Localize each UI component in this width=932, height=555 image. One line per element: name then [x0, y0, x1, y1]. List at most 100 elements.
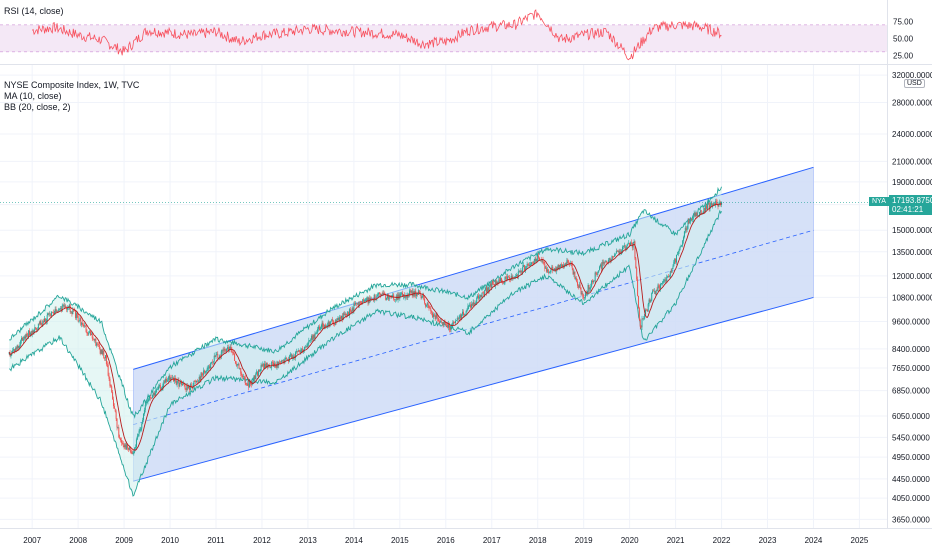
candle: [538, 253, 540, 261]
candle-body: [405, 295, 407, 297]
candle-body: [675, 259, 677, 263]
candle-body: [241, 373, 243, 376]
candle-body: [654, 291, 656, 295]
candle: [274, 361, 276, 368]
candle-body: [316, 332, 318, 334]
candle: [181, 379, 183, 387]
candle-body: [332, 319, 334, 322]
ma-legend[interactable]: MA (10, close): [4, 91, 62, 101]
candle-body: [107, 365, 109, 376]
candle: [366, 295, 368, 301]
candle-body: [322, 322, 324, 327]
candle-body: [387, 294, 389, 300]
candle-body: [606, 260, 608, 262]
candle-body: [145, 403, 147, 405]
candle: [585, 290, 587, 296]
bb-legend[interactable]: BB (20, close, 2): [4, 102, 71, 112]
candle: [63, 302, 65, 308]
candle: [185, 387, 187, 393]
candle-body: [278, 361, 280, 366]
candle-body: [144, 404, 146, 410]
candle-body: [568, 260, 570, 263]
candle-body: [272, 362, 274, 367]
candle: [31, 328, 33, 338]
candle-body: [29, 330, 31, 336]
candle-body: [232, 352, 234, 353]
candle-body: [406, 295, 408, 298]
candle-body: [666, 276, 668, 282]
candle-body: [318, 326, 320, 331]
candle-body: [652, 290, 654, 294]
candle: [673, 259, 675, 267]
candle-body: [118, 427, 120, 438]
candle-body: [263, 363, 265, 369]
candle-body: [596, 273, 598, 275]
candle: [335, 318, 337, 325]
candle-body: [243, 376, 245, 377]
candle-body: [445, 322, 447, 325]
candle-body: [13, 349, 15, 351]
candle: [584, 296, 586, 301]
candle-body: [656, 290, 658, 291]
candle-body: [101, 349, 103, 355]
candle: [706, 204, 708, 210]
candle-body: [646, 309, 648, 312]
candle-body: [293, 356, 295, 358]
candle: [150, 397, 152, 400]
candle: [164, 379, 166, 384]
candle-body: [130, 451, 132, 453]
candle: [194, 380, 196, 382]
candle: [582, 290, 584, 300]
candle-body: [500, 278, 502, 282]
time-axis[interactable]: 2007 2008 2009 2010 2011 2012 2013 2014 2015 2016…: [23, 536, 869, 545]
candle-body: [609, 258, 611, 262]
candle-body: [523, 265, 525, 272]
candle: [438, 318, 440, 322]
candle: [348, 307, 350, 319]
candle: [505, 276, 507, 280]
candle: [594, 271, 596, 284]
candle-body: [530, 264, 532, 265]
candle-body: [478, 295, 479, 299]
candle-body: [460, 314, 462, 320]
bollinger-fill: [9, 186, 722, 496]
candle-body: [205, 371, 207, 372]
candle-body: [57, 311, 59, 312]
candle: [599, 265, 601, 271]
candle-body: [573, 271, 575, 275]
candle-body: [22, 338, 24, 341]
candle: [173, 375, 175, 384]
candle-body: [302, 348, 304, 352]
candle-body: [555, 267, 557, 272]
candle-body: [274, 363, 276, 365]
candle: [37, 323, 39, 330]
candle: [123, 443, 125, 450]
candle-body: [601, 262, 603, 269]
candle-body: [117, 427, 119, 428]
candle-body: [126, 444, 128, 450]
candle-body: [647, 304, 649, 312]
candle-body: [202, 375, 204, 376]
candle: [108, 372, 110, 382]
candle-body: [571, 263, 573, 269]
candle-body: [678, 249, 680, 252]
candle: [312, 334, 314, 342]
candle-body: [706, 205, 708, 209]
candle-body: [710, 202, 712, 206]
price-axis[interactable]: 32000.0000 28000.0000 24000.0000 21000.0000…: [892, 71, 932, 524]
candle: [163, 380, 165, 388]
candle-body: [623, 245, 625, 246]
candle: [151, 394, 153, 399]
main-title[interactable]: NYSE Composite Index, 1W, TVC: [4, 80, 140, 90]
currency-badge[interactable]: USD: [904, 79, 925, 88]
candle-body: [197, 381, 199, 382]
candle: [608, 257, 610, 262]
candle-body: [696, 212, 698, 217]
candle-body: [695, 212, 697, 216]
candle-body: [649, 299, 651, 302]
candle: [253, 375, 255, 381]
candle: [153, 391, 155, 398]
candle: [146, 400, 148, 404]
candle-body: [463, 314, 465, 316]
